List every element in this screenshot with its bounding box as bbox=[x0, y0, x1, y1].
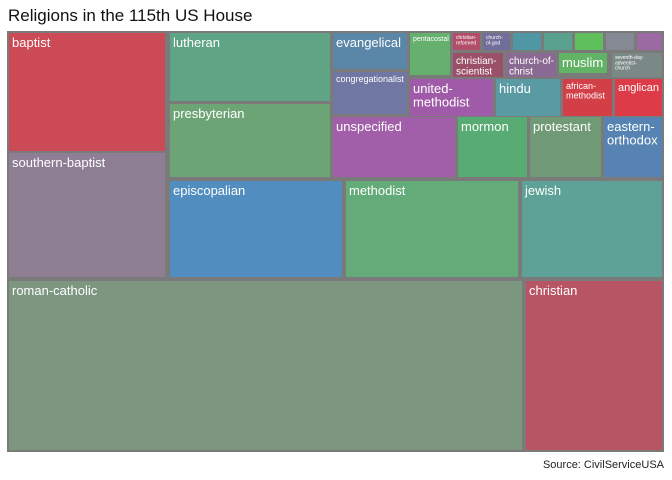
treemap-rect bbox=[9, 153, 165, 277]
treemap-label: muslim bbox=[562, 55, 603, 70]
treemap-cell-evangelical: evangelical bbox=[333, 33, 407, 69]
treemap-label: evangelical bbox=[336, 35, 401, 50]
treemap-label: eastern-orthodox bbox=[607, 119, 658, 148]
treemap-rect bbox=[513, 33, 541, 50]
treemap-rect bbox=[410, 33, 450, 75]
treemap-label: christian-scientist bbox=[456, 56, 497, 78]
treemap-rect bbox=[559, 53, 607, 73]
treemap-rect bbox=[458, 117, 527, 177]
treemap-rect bbox=[612, 53, 662, 77]
treemap-rect bbox=[530, 117, 601, 177]
treemap-rect bbox=[496, 79, 560, 116]
treemap-rect bbox=[506, 53, 556, 77]
treemap-cell bbox=[575, 33, 603, 50]
treemap-label: christian-reformed bbox=[456, 35, 477, 46]
treemap-label: seventh-day-adventist-church bbox=[615, 55, 644, 72]
treemap-label: presbyterian bbox=[173, 106, 245, 121]
treemap-rect bbox=[333, 117, 455, 177]
treemap-cell-christian-reformed: christian-reformed bbox=[453, 33, 480, 50]
treemap-cell-pentacostal: pentacostal bbox=[410, 33, 450, 75]
treemap-cell-eastern-orthodox: eastern-orthodox bbox=[604, 117, 662, 177]
treemap-rect bbox=[563, 79, 612, 116]
treemap-cell-protestant: protestant bbox=[530, 117, 601, 177]
treemap-rect bbox=[606, 33, 634, 50]
treemap-rect bbox=[453, 53, 503, 77]
source-note: Source: CivilServiceUSA bbox=[542, 459, 664, 471]
treemap-cell bbox=[637, 33, 662, 50]
treemap-rect bbox=[575, 33, 603, 50]
treemap-rect bbox=[170, 33, 330, 101]
treemap-cell-seventh-day-adventist-church: seventh-day-adventist-church bbox=[612, 53, 662, 77]
treemap-cell-church-of-god: church-of-god bbox=[483, 33, 510, 50]
treemap-rect bbox=[615, 79, 662, 116]
treemap-label: protestant bbox=[533, 119, 591, 134]
treemap-cell-muslim: muslim bbox=[559, 53, 607, 73]
treemap-label: methodist bbox=[349, 183, 406, 198]
treemap-cell-congregationalist: congregationalist bbox=[333, 72, 407, 114]
treemap-rect bbox=[333, 33, 407, 69]
treemap-label: united-methodist bbox=[413, 81, 470, 110]
treemap-label: southern-baptist bbox=[12, 155, 106, 170]
treemap-label: lutheran bbox=[173, 35, 220, 50]
treemap-label: roman-catholic bbox=[12, 283, 98, 298]
treemap-label: pentacostal bbox=[413, 36, 449, 43]
treemap-label: baptist bbox=[12, 35, 51, 50]
treemap-cell-mormon: mormon bbox=[458, 117, 527, 177]
treemap-label: mormon bbox=[461, 119, 509, 134]
treemap-label: church-of-christ bbox=[509, 56, 554, 78]
treemap-cell-roman-catholic: roman-catholic bbox=[9, 281, 522, 450]
treemap-rect bbox=[9, 33, 165, 151]
treemap-rect bbox=[410, 79, 493, 116]
treemap-rect bbox=[544, 33, 572, 50]
treemap-cell-baptist: baptist bbox=[9, 33, 165, 151]
treemap-rect bbox=[346, 181, 518, 277]
treemap-rect bbox=[333, 72, 407, 114]
treemap-label: unspecified bbox=[336, 119, 402, 134]
treemap-rect bbox=[522, 181, 662, 277]
treemap-cell bbox=[606, 33, 634, 50]
treemap-cell-hindu: hindu bbox=[496, 79, 560, 116]
treemap-cell-christian: christian bbox=[526, 281, 662, 450]
treemap-cell-southern-baptist: southern-baptist bbox=[9, 153, 165, 277]
treemap-cell-jewish: jewish bbox=[522, 181, 662, 277]
treemap-rect bbox=[170, 104, 330, 177]
treemap-cell-methodist: methodist bbox=[346, 181, 518, 277]
treemap-cell-african-methodist: african-methodist bbox=[563, 79, 612, 116]
treemap-rect bbox=[604, 117, 662, 177]
treemap-rect bbox=[526, 281, 662, 450]
treemap-rect bbox=[637, 33, 662, 50]
treemap-rect bbox=[483, 33, 510, 50]
chart-title: Religions in the 115th US House bbox=[8, 6, 253, 25]
treemap-cell-united-methodist: united-methodist bbox=[410, 79, 493, 116]
treemap-label: anglican bbox=[618, 82, 659, 94]
treemap-cell-unspecified: unspecified bbox=[333, 117, 455, 177]
treemap-cell-lutheran: lutheran bbox=[170, 33, 330, 101]
treemap-cell bbox=[513, 33, 541, 50]
treemap-cell bbox=[544, 33, 572, 50]
treemap-rect bbox=[170, 181, 342, 277]
treemap-label: jewish bbox=[524, 183, 561, 198]
treemap-label: african-methodist bbox=[566, 81, 606, 100]
treemap-cell-church-of-christ: church-of-christ bbox=[506, 53, 556, 78]
treemap-rect bbox=[9, 281, 522, 450]
treemap-cell-anglican: anglican bbox=[615, 79, 662, 116]
treemap-label: hindu bbox=[499, 81, 531, 96]
treemap-cell-presbyterian: presbyterian bbox=[170, 104, 330, 177]
treemap-label: episcopalian bbox=[173, 183, 245, 198]
treemap-cell-christian-scientist: christian-scientist bbox=[453, 53, 503, 78]
treemap-rect bbox=[453, 33, 480, 50]
treemap-label: church-of-god bbox=[486, 35, 503, 46]
treemap-cell-episcopalian: episcopalian bbox=[170, 181, 342, 277]
treemap-label: christian bbox=[529, 283, 577, 298]
treemap-label: congregationalist bbox=[336, 74, 405, 84]
